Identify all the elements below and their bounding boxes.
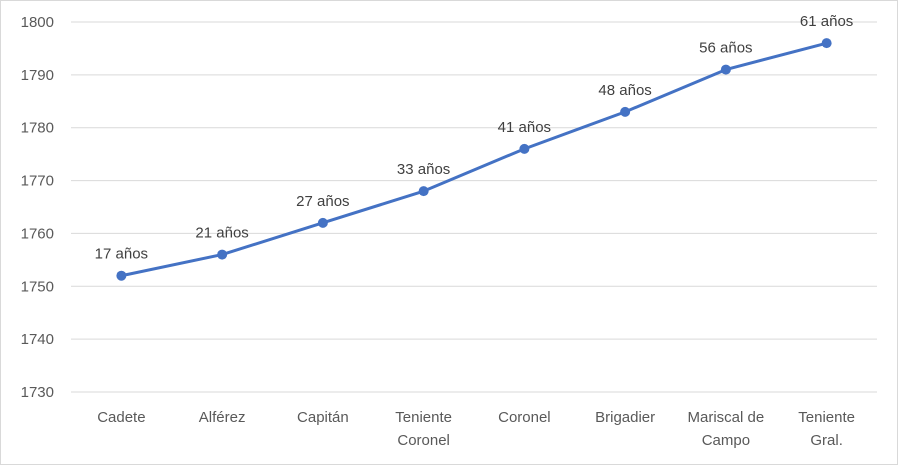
data-point <box>720 64 731 75</box>
y-tick-label: 1770 <box>21 173 54 190</box>
data-point <box>217 249 228 260</box>
data-point <box>116 270 127 281</box>
x-tick-label: Alférez <box>199 409 246 426</box>
data-point <box>519 143 530 154</box>
x-tick-label: Teniente <box>395 409 452 426</box>
data-label: 33 años <box>397 161 450 178</box>
x-tick-label: Teniente <box>798 409 855 426</box>
data-label: 56 años <box>699 40 752 57</box>
x-axis-ticks: Cadete Alférez Capitán Teniente Coronel Coron… <box>97 409 855 449</box>
x-tick-label: Coronel <box>498 409 551 426</box>
series-line-path <box>119 41 829 278</box>
x-tick-label: Capitán <box>297 409 349 426</box>
series-line <box>119 41 829 278</box>
data-labels: 17 años 21 años 27 años 33 años 41 años 48 añ… <box>95 13 854 263</box>
y-tick-label: 1740 <box>21 331 54 348</box>
gridlines <box>71 21 877 393</box>
y-tick-label: 1750 <box>21 278 54 295</box>
x-tick-label: Campo <box>702 432 750 449</box>
data-point <box>620 106 631 117</box>
data-label: 41 años <box>498 119 551 136</box>
data-point <box>317 217 328 228</box>
y-axis-ticks: 1730 1740 1750 1760 1770 1780 1790 1800 <box>21 14 54 401</box>
x-tick-label: Brigadier <box>595 409 655 426</box>
x-tick-label: Coronel <box>397 432 450 449</box>
data-points <box>116 38 832 281</box>
data-label: 17 años <box>95 246 148 263</box>
data-label: 61 años <box>800 13 853 30</box>
data-label: 21 años <box>195 225 248 242</box>
x-tick-label: Cadete <box>97 409 145 426</box>
y-tick-label: 1800 <box>21 14 54 31</box>
x-tick-label: Gral. <box>810 432 843 449</box>
data-point <box>821 38 832 49</box>
data-label: 27 años <box>296 193 349 210</box>
y-tick-label: 1790 <box>21 67 54 84</box>
y-tick-label: 1760 <box>21 225 54 242</box>
y-tick-label: 1780 <box>21 120 54 137</box>
x-tick-label: Mariscal de <box>688 409 765 426</box>
y-tick-label: 1730 <box>21 384 54 401</box>
data-point <box>418 186 429 197</box>
data-label: 48 años <box>598 82 651 99</box>
